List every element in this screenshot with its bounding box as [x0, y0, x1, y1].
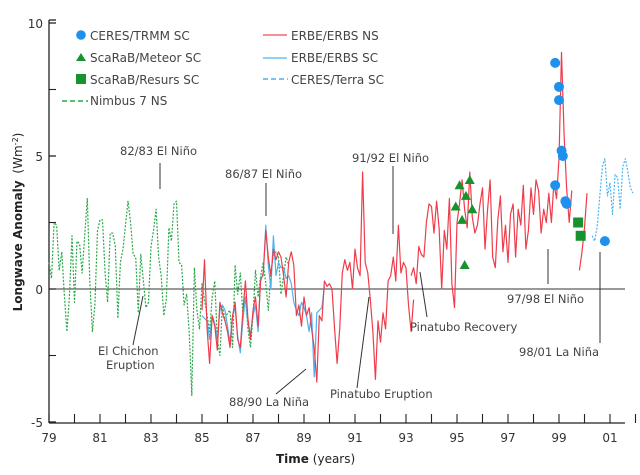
- legend-label: ERBE/ERBS NS: [291, 29, 379, 43]
- annotation-86-87-el-nino: 86/87 El Niño: [225, 167, 302, 216]
- series-nimbus-7-ns: [48, 198, 290, 396]
- y-tick-label: -5: [31, 416, 43, 430]
- x-ticks: 79 81 83 85 87 89 91 93 95 97 99 01: [41, 414, 637, 445]
- y-tick-label: 10: [28, 17, 43, 31]
- x-axis-title: Time (years): [276, 452, 355, 466]
- legend-item-scarab-resurs: ScaRaB/Resurs SC: [76, 73, 199, 87]
- marker-scarab-meteor-sc: [464, 174, 475, 184]
- x-tick-label: 85: [194, 431, 209, 445]
- green-square-icon: [76, 74, 86, 84]
- series-erbe-erbs-sc: [201, 224, 325, 378]
- green-triangle-icon: [76, 53, 86, 61]
- marker-ceres-trmm-sc: [554, 81, 564, 92]
- marker-ceres-trmm-sc: [599, 236, 610, 247]
- annotation-label: 88/90 La Niña: [229, 395, 309, 409]
- marker-ceres-trmm-sc: [550, 180, 561, 191]
- annotation-el-chichon-eruption: El Chichon Eruption: [98, 295, 159, 372]
- annotation-pinatubo-eruption: Pinatubo Eruption: [330, 296, 433, 401]
- x-tick-label: 97: [500, 431, 515, 445]
- marker-scarab-resurs-sc: [573, 217, 584, 228]
- legend-label: ScaRaB/Resurs SC: [90, 73, 199, 87]
- legend-item-ceres-terra: CERES/Terra SC: [263, 73, 384, 87]
- legend: CERES/TRMM SC ScaRaB/Meteor SC ScaRaB/Re…: [62, 29, 384, 108]
- marker-layer: [450, 57, 610, 270]
- legend-item-nimbus7: Nimbus 7 NS: [62, 94, 167, 108]
- series-layer: [48, 51, 634, 396]
- annotation-82-83-el-nino: 82/83 El Niño: [120, 144, 197, 189]
- x-tick-label: 91: [347, 431, 362, 445]
- x-tick-label: 83: [143, 431, 158, 445]
- x-axis-title-unit: (years): [313, 452, 355, 466]
- annotation-label: Pinatubo Recovery: [410, 320, 518, 334]
- annotation-97-98-el-nino: 97/98 El Niño: [507, 249, 584, 306]
- annotation-layer: 82/83 El Niño 86/87 El Niño 91/92 El Niñ…: [98, 144, 601, 409]
- marker-ceres-trmm-sc: [561, 198, 572, 209]
- x-tick-label: 87: [245, 431, 260, 445]
- marker-scarab-meteor-sc: [454, 180, 465, 190]
- legend-item-ceres-trmm: CERES/TRMM SC: [76, 29, 190, 43]
- y-ticks: 10 5 0 -5: [28, 17, 56, 430]
- series-erbe-erbs-ns: [201, 171, 415, 383]
- annotation-label: 82/83 El Niño: [120, 144, 197, 158]
- annotation-label-line2: Eruption: [106, 358, 155, 372]
- marker-scarab-meteor-sc: [457, 214, 468, 224]
- legend-item-scarab-meteor: ScaRaB/Meteor SC: [76, 51, 201, 65]
- annotation-label: 91/92 El Niño: [352, 151, 429, 165]
- y-tick-label: 0: [35, 283, 43, 297]
- x-tick-label: 81: [92, 431, 107, 445]
- y-axis-title-main: Longwave Anomaly: [11, 180, 25, 311]
- x-tick-label: 93: [398, 431, 413, 445]
- y-axis-title: Longwave Anomaly (Wm-2): [11, 133, 26, 312]
- legend-label: ERBE/ERBS SC: [291, 51, 378, 65]
- marker-ceres-trmm-sc: [554, 95, 564, 106]
- marker-scarab-meteor-sc: [450, 201, 461, 211]
- annotation-label: 98/01 La Niña: [519, 345, 599, 359]
- x-tick-label: 89: [296, 431, 311, 445]
- legend-label: Nimbus 7 NS: [90, 94, 167, 108]
- legend-label: CERES/Terra SC: [291, 73, 384, 87]
- marker-scarab-resurs-sc: [575, 230, 586, 241]
- legend-item-erbe-erbs-sc: ERBE/ERBS SC: [263, 51, 378, 65]
- x-tick-label: 95: [449, 431, 464, 445]
- x-tick-label: 99: [551, 431, 566, 445]
- blue-circle-icon: [76, 30, 86, 40]
- marker-scarab-meteor-sc: [467, 204, 478, 214]
- annotation-91-92-el-nino: 91/92 El Niño: [352, 151, 429, 234]
- x-tick-label: 79: [41, 431, 56, 445]
- legend-item-erbe-erbs-ns: ERBE/ERBS NS: [263, 29, 379, 43]
- y-axis-title-unit: (Wm-2): [11, 133, 26, 174]
- marker-scarab-meteor-sc: [459, 260, 470, 270]
- annotation-label: El Chichon: [98, 344, 159, 358]
- x-tick-label: 01: [602, 431, 617, 445]
- series-erbe-erbs-ns-1993-1996: [410, 51, 573, 309]
- annotation-pinatubo-recovery: Pinatubo Recovery: [410, 271, 518, 334]
- annotation-88-90-la-nina: 88/90 La Niña: [229, 368, 309, 409]
- annotation-label: 97/98 El Niño: [507, 292, 584, 306]
- marker-scarab-meteor-sc: [460, 190, 471, 200]
- y-tick-label: 5: [35, 150, 43, 164]
- legend-label: CERES/TRMM SC: [90, 29, 190, 43]
- annotation-label: 86/87 El Niño: [225, 167, 302, 181]
- legend-label: ScaRaB/Meteor SC: [90, 51, 201, 65]
- marker-ceres-trmm-sc: [550, 57, 561, 68]
- annotation-98-01-la-nina: 98/01 La Niña: [519, 252, 601, 359]
- annotation-label: Pinatubo Eruption: [330, 387, 433, 401]
- x-axis-title-main: Time: [276, 452, 309, 466]
- marker-ceres-trmm-sc: [557, 151, 568, 161]
- series-ceres-terra-sc: [591, 158, 634, 242]
